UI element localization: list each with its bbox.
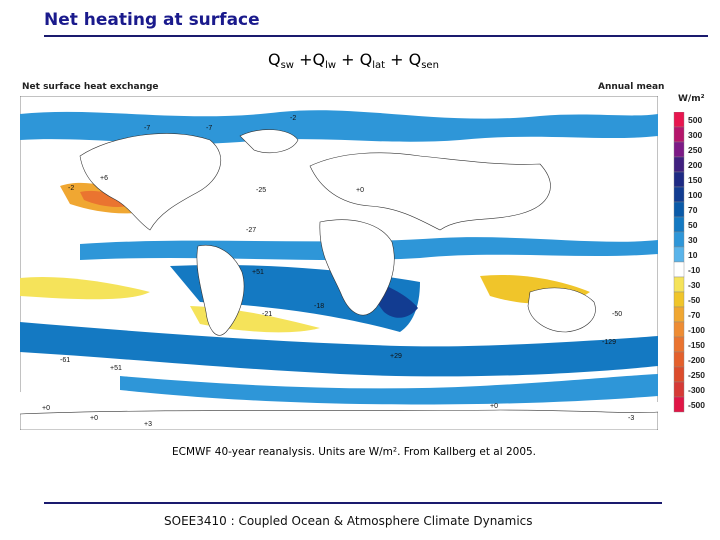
legend-label: 10 xyxy=(688,250,698,260)
q-symbol: Q xyxy=(359,50,373,69)
legend-swatch xyxy=(673,261,685,278)
contour-value: -27 xyxy=(246,227,256,234)
contour-value: -21 xyxy=(262,311,272,318)
contour-value: +3 xyxy=(144,421,152,428)
contour-value: +6 xyxy=(100,175,108,182)
legend-label: -10 xyxy=(688,265,701,275)
legend-swatch xyxy=(673,126,685,143)
sw-subscript: sw xyxy=(280,60,294,71)
contour-value: +51 xyxy=(252,269,264,276)
legend-swatch xyxy=(673,336,685,353)
course-footer: SOEE3410 : Coupled Ocean & Atmosphere Cl… xyxy=(164,514,533,528)
legend-label: 500 xyxy=(688,115,702,125)
legend-label: -500 xyxy=(688,400,705,410)
contour-value: +0 xyxy=(42,405,50,412)
legend-swatch xyxy=(673,276,685,293)
legend-label: -30 xyxy=(688,280,701,290)
contour-value: -2 xyxy=(290,115,296,122)
contour-value: -25 xyxy=(256,187,266,194)
legend-swatch xyxy=(673,366,685,383)
contour-value: +0 xyxy=(356,187,364,194)
legend-swatch xyxy=(673,112,685,128)
contour-value: +51 xyxy=(110,365,122,372)
legend-label: 30 xyxy=(688,235,698,245)
legend-label: 300 xyxy=(688,130,702,140)
legend-label: -50 xyxy=(688,295,701,305)
legend-scale: 500 300 250 200 150 100 70 50 30 10 -10 -30 -50 -70 -1… xyxy=(673,112,705,413)
q-symbol: Q xyxy=(268,50,281,69)
legend-swatch xyxy=(673,231,685,248)
legend-swatch xyxy=(673,186,685,203)
slide-title: Net heating at surface xyxy=(44,10,260,30)
q-symbol: Q xyxy=(408,50,422,69)
legend-label: -300 xyxy=(688,385,705,395)
sen-subscript: sen xyxy=(421,60,439,71)
legend-swatch xyxy=(673,396,685,413)
contour-value: +0 xyxy=(90,415,98,422)
legend-label: -70 xyxy=(688,310,701,320)
legend-label: -250 xyxy=(688,370,705,380)
legend-label: 200 xyxy=(688,160,702,170)
q-symbol: Q xyxy=(312,50,326,69)
legend-swatch xyxy=(673,141,685,158)
legend-swatch xyxy=(673,381,685,398)
contour-value: +0 xyxy=(490,403,498,410)
legend-swatch xyxy=(673,156,685,173)
contour-value-labels: -7 -7 -2 -2 +6 -25 -27 +0 +51 +29 -21 -18 -50 -129 +0 +… xyxy=(42,115,634,428)
lat-subscript: lat xyxy=(372,60,386,71)
legend-swatch xyxy=(673,306,685,323)
legend-swatch xyxy=(673,201,685,218)
contour-value: -2 xyxy=(68,185,74,192)
contour-value: -7 xyxy=(144,125,150,132)
contour-value: -7 xyxy=(206,125,212,132)
legend-label: -150 xyxy=(688,340,705,350)
continents xyxy=(20,129,658,430)
map-period-label: Annual mean xyxy=(598,82,665,92)
legend-label: -100 xyxy=(688,325,705,335)
lw-subscript: lw xyxy=(325,60,337,71)
legend-swatch xyxy=(673,216,685,233)
contour-value: -61 xyxy=(60,357,70,364)
plus-sign: + xyxy=(385,50,409,69)
heat-exchange-map-figure: Net surface heat exchange Annual mean W/… xyxy=(18,80,705,432)
legend-swatch xyxy=(673,171,685,188)
map-heading: Net surface heat exchange xyxy=(22,82,159,92)
contour-value: -50 xyxy=(612,311,622,318)
legend-swatch xyxy=(673,291,685,308)
title-rule xyxy=(44,35,708,37)
legend-label: 250 xyxy=(688,145,702,155)
legend-label: 150 xyxy=(688,175,702,185)
heat-budget-equation: Qsw +Qlw + Qlat + Qsen xyxy=(268,50,439,71)
plus-sign: + xyxy=(293,50,313,69)
legend-swatch xyxy=(673,246,685,263)
footer-rule xyxy=(44,502,662,504)
legend-unit-label: W/m² xyxy=(678,94,705,104)
legend-label: -200 xyxy=(688,355,705,365)
legend-swatch xyxy=(673,351,685,368)
contour-value: -18 xyxy=(314,303,324,310)
legend-label: 100 xyxy=(688,190,702,200)
legend-label: 50 xyxy=(688,220,698,230)
legend-swatch xyxy=(673,321,685,338)
contour-value: +29 xyxy=(390,353,402,360)
plus-sign: + xyxy=(336,50,360,69)
figure-caption: ECMWF 40-year reanalysis. Units are W/m²… xyxy=(172,446,537,458)
contour-value: -3 xyxy=(628,415,634,422)
world-map: -7 -7 -2 -2 +6 -25 -27 +0 +51 +29 -21 -18 -50 -129 +0 +… xyxy=(20,96,658,430)
contour-value: -129 xyxy=(602,339,616,346)
legend-label: 70 xyxy=(688,205,698,215)
